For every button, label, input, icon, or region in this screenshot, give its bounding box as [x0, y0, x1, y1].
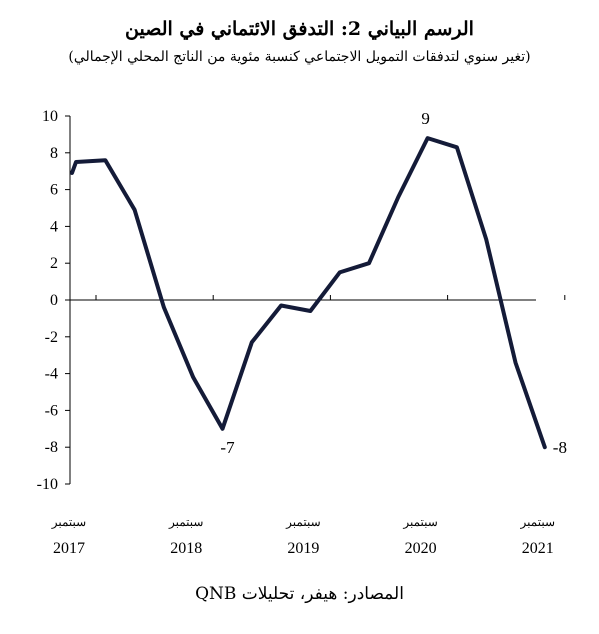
y-tick-label: 10	[42, 108, 58, 125]
x-tick-month-label: سبتمبر	[402, 515, 437, 529]
x-tick-month-label: سبتمبر	[51, 515, 86, 529]
series-lines	[70, 136, 547, 450]
y-tick-label: 2	[50, 255, 58, 272]
x-tick-year-label: 2019	[287, 540, 319, 557]
data-label: -7	[220, 438, 235, 457]
y-tick-label: -10	[37, 476, 58, 493]
chart-title: الرسم البياني 2: التدفق الائتماني في الص…	[125, 18, 474, 40]
data-labels: -7 9 -8	[220, 109, 567, 457]
y-tick-label: 8	[50, 145, 58, 162]
y-tick-label: 0	[50, 292, 58, 309]
x-tick-year-label: 2020	[405, 540, 437, 557]
series-line	[70, 136, 547, 450]
y-tick-label: -2	[45, 329, 58, 346]
y-tick-label: -8	[45, 439, 58, 456]
y-tick-label: -4	[45, 366, 58, 383]
y-tick-label: 6	[50, 182, 58, 199]
x-tick-month-label: سبتمبر	[520, 515, 555, 529]
source-note: المصادر: هيفر، تحليلات QNB	[195, 584, 404, 604]
x-tick-month-label: سبتمبر	[168, 515, 203, 529]
data-label: -8	[553, 438, 567, 457]
y-axis-ticks: 10 8 6 4 2 0 -2 -4 -6 -8 -10	[37, 108, 70, 493]
data-label: 9	[421, 109, 430, 128]
x-tick-month-label: سبتمبر	[285, 515, 320, 529]
x-tick-year-label: 2018	[170, 540, 202, 557]
y-tick-label: 4	[50, 218, 58, 235]
x-tick-year-label: 2021	[522, 540, 554, 557]
chart-subtitle: (تغير سنوي لتدفقات التمويل الاجتماعي كنس…	[68, 49, 531, 65]
y-tick-label: -6	[45, 402, 58, 419]
x-axis-ticks: سبتمبر 2017 سبتمبر 2018 سبتمبر 2019 سبتمبر 2020…	[51, 295, 566, 557]
x-tick-year-label: 2017	[53, 540, 85, 557]
